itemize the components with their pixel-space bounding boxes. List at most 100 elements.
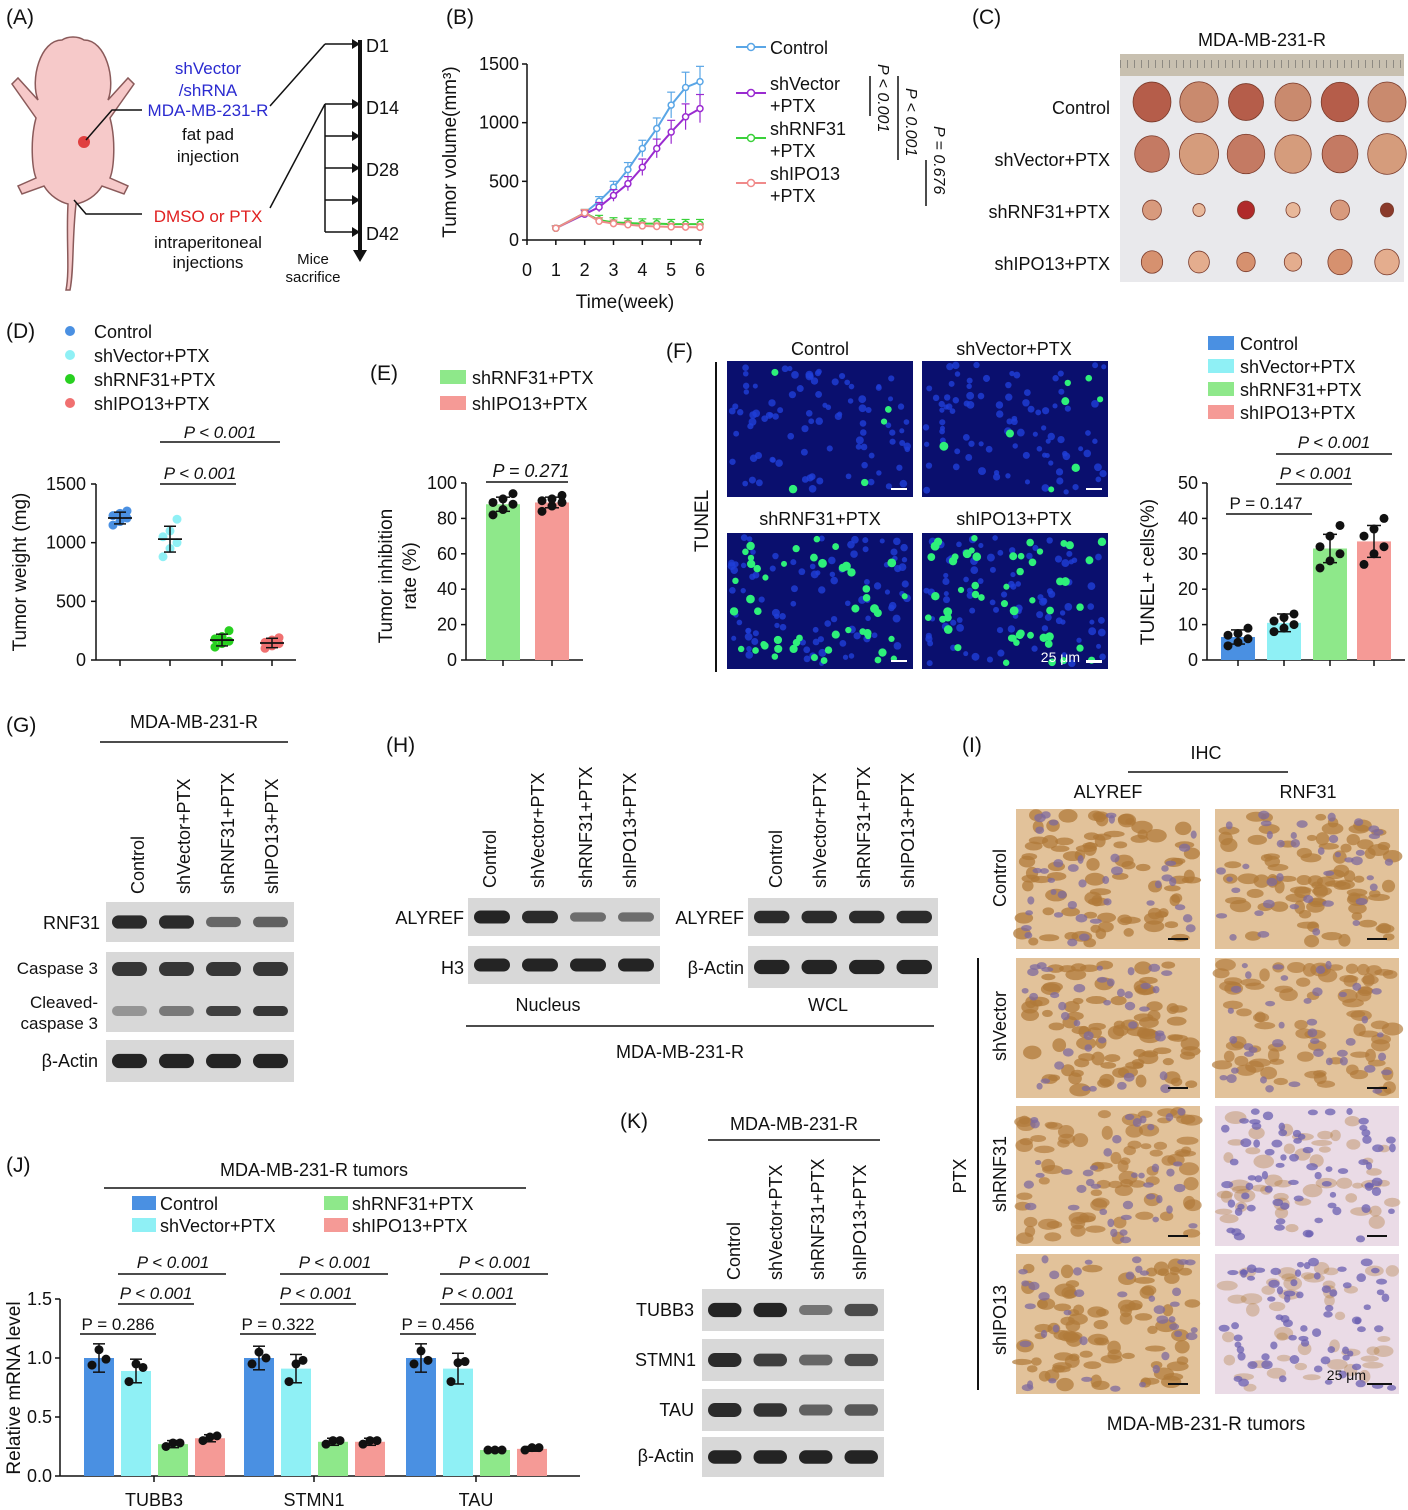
hematoxylin-nucleus: [1190, 1327, 1198, 1333]
hematoxylin-nucleus: [1345, 1037, 1356, 1046]
nucleus-dot: [844, 379, 851, 386]
e-data-point: [557, 497, 567, 507]
hematoxylin-nucleus: [1376, 1032, 1384, 1038]
dab-stain: [1225, 896, 1247, 905]
dab-stain: [1083, 911, 1098, 919]
hematoxylin-nucleus: [1266, 877, 1278, 887]
hematoxylin-nucleus: [1320, 1356, 1331, 1365]
dab-stain: [1039, 934, 1060, 942]
b-x-tick-label: 0: [522, 260, 532, 280]
hematoxylin-nucleus: [1110, 853, 1120, 863]
hematoxylin-nucleus: [1026, 1380, 1034, 1390]
hematoxylin-nucleus: [1120, 1214, 1132, 1221]
tunel-positive-dot: [753, 564, 761, 573]
hematoxylin-nucleus: [1337, 1168, 1349, 1174]
f-pvalue-3: P = 0.147: [1230, 494, 1303, 513]
dab-stain: [1161, 1155, 1176, 1166]
dab-stain: [1134, 961, 1152, 975]
b-data-point: [667, 128, 675, 136]
tunel-positive-dot: [1056, 577, 1064, 586]
hematoxylin-nucleus: [1321, 1181, 1332, 1187]
dab-stain: [1053, 1365, 1071, 1373]
nucleus-dot: [1032, 544, 1039, 551]
dab-stain: [1042, 834, 1059, 849]
dab-stain: [1044, 1232, 1062, 1242]
i-row-shrnf31: shRNF31: [990, 1136, 1010, 1212]
g-rnf31-band: [112, 915, 147, 929]
tumor-specimen: [1374, 248, 1400, 276]
hematoxylin-nucleus: [1303, 895, 1314, 903]
intraperitoneal-label: intraperitoneal: [154, 233, 262, 252]
tunel-positive-dot: [878, 648, 887, 657]
h-alyref-wcl-band: [754, 910, 790, 924]
d-data-point: [210, 642, 220, 652]
b-data-point: [609, 191, 618, 200]
dab-stain: [1100, 1062, 1117, 1069]
f-pvalue-1: P < 0.001: [1298, 433, 1371, 452]
nucleus-dot: [943, 591, 949, 597]
tunel-positive-dot: [1026, 538, 1034, 547]
h-actin-band: [896, 959, 932, 975]
dab-stain: [1294, 886, 1311, 899]
nucleus-dot: [938, 400, 945, 408]
tunel-positive-dot: [901, 593, 908, 600]
nucleus-dot: [1062, 452, 1071, 461]
d-y-tick-label: 500: [56, 591, 86, 611]
nucleus-dot: [922, 424, 930, 431]
tumor-specimen: [1379, 202, 1395, 218]
dab-stain: [1318, 1146, 1331, 1153]
f-data-point: [1359, 531, 1369, 541]
tumor-specimen: [1192, 203, 1206, 217]
dab-stain: [1140, 1143, 1152, 1150]
hematoxylin-nucleus: [1140, 982, 1151, 990]
hematoxylin-nucleus: [1307, 1109, 1318, 1116]
tunel-positive-dot: [861, 478, 869, 487]
hematoxylin-nucleus: [1294, 1269, 1302, 1277]
dab-stain: [1061, 907, 1080, 917]
hematoxylin-nucleus: [1103, 999, 1112, 1006]
f-data-point: [1325, 531, 1335, 541]
hematoxylin-nucleus: [1229, 934, 1237, 941]
hematoxylin-nucleus: [1387, 1384, 1397, 1391]
hematoxylin-nucleus: [1265, 1085, 1274, 1093]
hematoxylin-nucleus: [1156, 1195, 1163, 1204]
j-x-tick-label: TAU: [459, 1490, 494, 1510]
nucleus-dot: [812, 638, 820, 646]
e-data-point: [537, 506, 547, 516]
nucleus-dot: [952, 397, 960, 404]
tunel-positive-dot: [971, 581, 980, 590]
h-h3-band: [618, 958, 654, 972]
dab-stain: [1099, 1073, 1115, 1087]
nucleus-dot: [824, 620, 832, 627]
j-data-point: [101, 1354, 111, 1364]
nucleus-dot: [740, 534, 748, 542]
i-footer: MDA-MB-231-R tumors: [1107, 1414, 1305, 1435]
nucleus-dot: [896, 464, 903, 471]
nucleus-dot: [805, 409, 813, 417]
nucleus-dot: [956, 624, 964, 632]
f-y-tick-label: 0: [1188, 650, 1198, 670]
hematoxylin-nucleus: [1351, 1363, 1362, 1371]
hematoxylin-nucleus: [1082, 1169, 1094, 1177]
hematoxylin-nucleus: [1067, 900, 1077, 910]
dab-stain: [1324, 1294, 1335, 1307]
dab-stain: [1335, 879, 1355, 890]
h-western-blots: [468, 898, 938, 988]
dab-stain: [1346, 834, 1360, 846]
j-data-point: [335, 1436, 345, 1446]
dab-stain: [1315, 832, 1330, 846]
dab-stain: [1361, 975, 1379, 985]
dab-stain: [1090, 1198, 1108, 1211]
k-actin-band: [844, 1450, 878, 1464]
tunel-positive-dot: [1003, 583, 1010, 590]
j-data-point: [416, 1346, 426, 1356]
hematoxylin-nucleus: [1219, 1074, 1228, 1081]
dab-stain: [1162, 1058, 1174, 1066]
nucleus-dot: [746, 536, 753, 542]
dab-stain: [1184, 1199, 1202, 1212]
dab-stain: [1365, 1048, 1376, 1063]
e-data-point: [508, 489, 518, 499]
hematoxylin-nucleus: [1368, 833, 1381, 840]
hematoxylin-nucleus: [1315, 965, 1326, 975]
nucleus-dot: [779, 623, 787, 631]
